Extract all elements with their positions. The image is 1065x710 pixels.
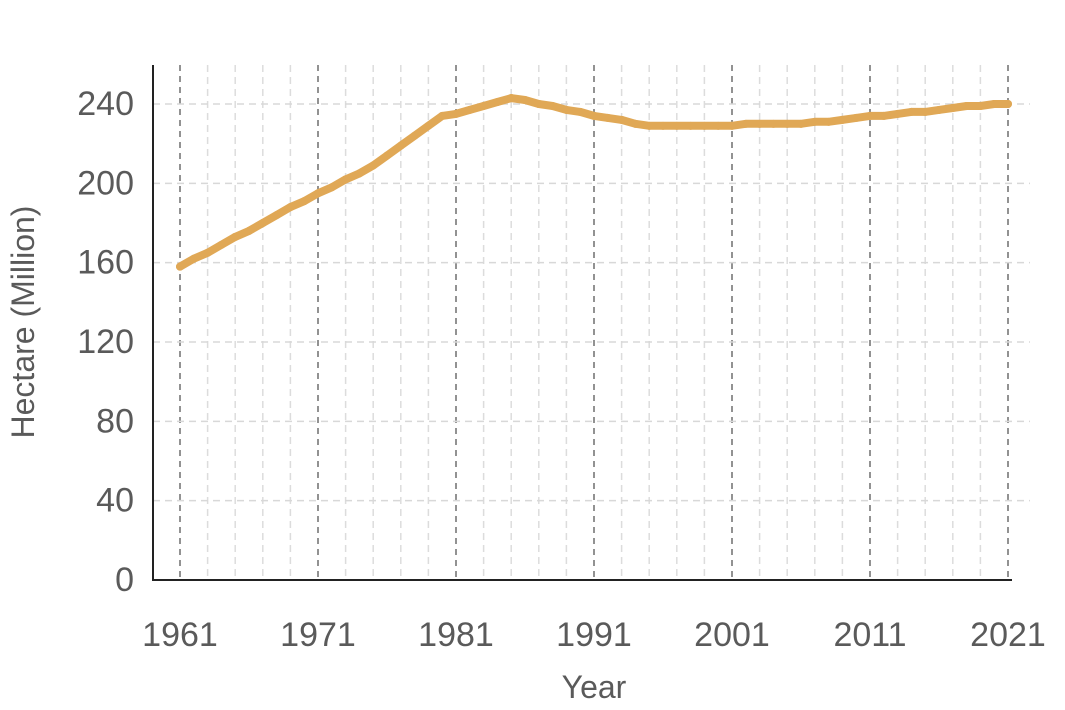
data-point: [369, 161, 378, 170]
data-point: [300, 197, 309, 206]
data-point: [493, 98, 502, 107]
x-tick-labels: 1961 1971 1981 1991 2001 2011 2021: [142, 616, 1046, 654]
data-point: [631, 119, 640, 128]
data-point: [355, 169, 364, 178]
data-point: [410, 131, 419, 140]
y-axis-title: Hectare (Million): [5, 206, 41, 439]
data-point: [617, 115, 626, 124]
data-point: [286, 203, 295, 212]
data-point: [976, 101, 985, 110]
data-point: [245, 226, 253, 235]
data-point: [852, 113, 861, 122]
data-point: [907, 107, 916, 116]
data-point: [507, 94, 516, 103]
x-axis-title: Year: [562, 669, 627, 705]
data-point: [217, 240, 226, 249]
y-tick-label: 240: [77, 85, 134, 123]
data-point: [231, 232, 240, 241]
data-point: [176, 262, 184, 271]
y-tick-label: 120: [77, 323, 134, 361]
data-point: [672, 121, 681, 130]
data-point: [576, 107, 585, 116]
x-tick-label: 1991: [556, 616, 632, 654]
data-point: [383, 151, 391, 160]
data-point: [728, 121, 736, 130]
x-tick-label: 2001: [694, 616, 770, 654]
data-point: [962, 101, 971, 110]
data-point: [479, 101, 488, 110]
x-tick-label: 2021: [970, 616, 1046, 654]
data-point: [534, 100, 543, 108]
series-points: [176, 94, 1012, 271]
data-point: [548, 101, 557, 110]
data-point: [1004, 100, 1012, 108]
data-point: [714, 121, 723, 130]
x-tick-label: 1961: [142, 616, 218, 654]
data-point: [741, 119, 750, 128]
data-point: [783, 119, 792, 128]
data-point: [272, 211, 281, 220]
y-tick-label: 40: [96, 482, 134, 520]
data-point: [341, 175, 350, 184]
data-point: [438, 111, 447, 120]
data-point: [521, 96, 529, 105]
data-point: [866, 111, 874, 120]
y-tick-labels: 0 40 80 120 160 200 240: [77, 85, 134, 599]
data-point: [769, 119, 778, 128]
data-point: [838, 115, 847, 124]
data-point: [465, 105, 474, 114]
data-point: [590, 111, 598, 120]
x-tick-label: 1981: [418, 616, 494, 654]
data-point: [686, 121, 695, 130]
major-grid: [153, 65, 1030, 580]
x-tick-label: 2011: [833, 616, 906, 654]
data-point: [948, 103, 957, 112]
data-point: [424, 121, 433, 130]
data-point: [755, 119, 764, 128]
data-point: [452, 109, 460, 118]
data-point: [879, 111, 888, 120]
data-point: [258, 219, 267, 227]
data-point: [921, 107, 930, 116]
data-point: [935, 105, 943, 114]
data-point: [396, 141, 405, 150]
data-point: [797, 119, 805, 128]
x-tick-label: 1971: [280, 616, 356, 654]
data-point: [562, 105, 571, 114]
data-point: [700, 121, 709, 130]
data-point: [810, 117, 819, 126]
data-point: [645, 121, 654, 130]
y-tick-label: 160: [77, 244, 134, 282]
data-point: [314, 189, 322, 198]
data-point: [203, 248, 212, 257]
data-point: [990, 100, 999, 108]
data-point: [824, 117, 833, 126]
data-point: [189, 254, 198, 263]
y-tick-label: 0: [115, 561, 134, 599]
minor-grid: [206, 65, 982, 580]
data-point: [327, 183, 336, 192]
y-tick-label: 80: [96, 402, 134, 440]
data-point: [893, 109, 902, 118]
y-tick-label: 200: [77, 164, 134, 202]
axes: [152, 65, 1012, 581]
data-point: [603, 113, 612, 122]
data-point: [659, 121, 667, 130]
